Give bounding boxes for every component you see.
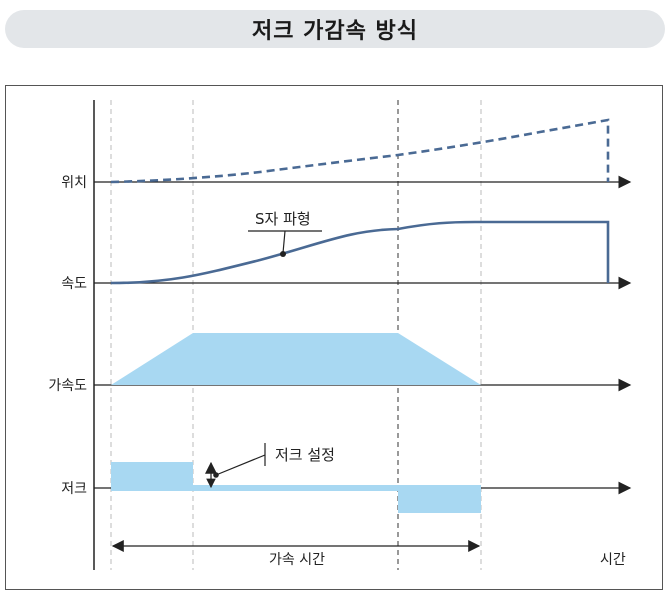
position-row-label: 위치 xyxy=(61,175,87,191)
s-curve-dot xyxy=(280,251,286,257)
jerk-setting-leader xyxy=(215,454,266,476)
accel-time-label: 가속 시간 xyxy=(269,552,325,568)
title-banner: 저크 가감속 방식 xyxy=(5,10,665,48)
velocity-row-label: 속도 xyxy=(61,276,87,292)
s-curve-leader xyxy=(282,230,286,254)
jerk-negative-block xyxy=(398,488,481,513)
jerk-baseline-band xyxy=(111,485,481,491)
time-axis-label: 시간 xyxy=(600,552,626,568)
diagram-frame xyxy=(5,85,663,590)
jerk-setting-label: 저크 설정 xyxy=(275,446,335,464)
jerk-row-label: 저크 xyxy=(61,481,87,497)
position-curve xyxy=(110,118,610,184)
acceleration-row-label: 가속도 xyxy=(48,378,87,394)
velocity-curve xyxy=(110,220,610,285)
jerk-positive-block xyxy=(111,462,193,488)
s-curve-label: S자 파형 xyxy=(255,210,311,228)
diagram-title: 저크 가감속 방식 xyxy=(252,19,418,44)
acceleration-trapezoid xyxy=(111,333,481,385)
